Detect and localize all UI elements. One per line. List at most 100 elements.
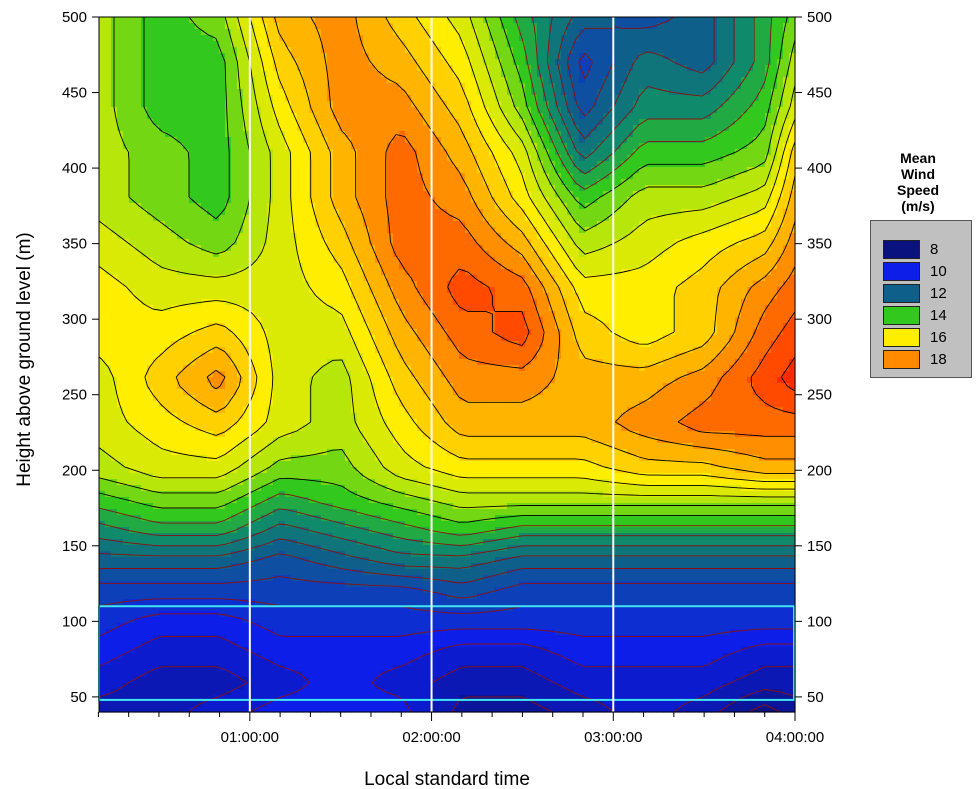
heatmap-cell [285, 479, 292, 486]
heatmap-cell [177, 479, 184, 486]
heatmap-cell [315, 107, 322, 114]
heatmap-cell [177, 461, 184, 468]
heatmap-cell [225, 389, 232, 396]
heatmap-cell [159, 329, 166, 336]
heatmap-cell [195, 449, 202, 456]
heatmap-cell [171, 179, 178, 186]
heatmap-cell [159, 221, 166, 228]
heatmap-cell [309, 275, 316, 282]
heatmap-cell [153, 221, 160, 228]
heatmap-cell [279, 647, 286, 654]
heatmap-cell [207, 149, 214, 156]
heatmap-cell [105, 647, 112, 654]
heatmap-cell [201, 371, 208, 378]
heatmap-cell [261, 497, 268, 504]
heatmap-cell [339, 575, 346, 582]
heatmap-cell [333, 77, 340, 84]
heatmap-cell [225, 527, 232, 534]
heatmap-cell [309, 689, 316, 696]
heatmap-cell [345, 191, 352, 198]
heatmap-cell [219, 431, 226, 438]
heatmap-cell [159, 353, 166, 360]
heatmap-cell [297, 53, 304, 60]
heatmap-cell [219, 263, 226, 270]
heatmap-cell [189, 371, 196, 378]
heatmap-cell [105, 527, 112, 534]
heatmap-cell [99, 257, 106, 264]
heatmap-cell [177, 53, 184, 60]
heatmap-cell [225, 17, 232, 24]
heatmap-cell [165, 575, 172, 582]
heatmap-cell [339, 65, 346, 72]
heatmap-cell [345, 263, 352, 270]
heatmap-cell [189, 647, 196, 654]
heatmap-cell [159, 443, 166, 450]
heatmap-cell [171, 533, 178, 540]
heatmap-cell [339, 149, 346, 156]
heatmap-cell [315, 581, 322, 588]
heatmap-cell [273, 485, 280, 492]
heatmap-cell [135, 659, 142, 666]
heatmap-cell [339, 197, 346, 204]
heatmap-cell [225, 365, 232, 372]
heatmap-cell [111, 341, 118, 348]
heatmap-cell [345, 221, 352, 228]
heatmap-cell [105, 155, 112, 162]
heatmap-cell [267, 635, 274, 642]
heatmap-cell [303, 701, 310, 708]
heatmap-cell [237, 413, 244, 420]
heatmap-cell [213, 185, 220, 192]
heatmap-cell [315, 599, 322, 606]
heatmap-cell [213, 89, 220, 96]
heatmap-cell [333, 203, 340, 210]
heatmap-cell [195, 587, 202, 594]
heatmap-cell [189, 23, 196, 30]
heatmap-cell [123, 563, 130, 570]
heatmap-cell [297, 251, 304, 258]
heatmap-cell [159, 563, 166, 570]
heatmap-cell [213, 131, 220, 138]
heatmap-cell [177, 533, 184, 540]
heatmap-cell [291, 83, 298, 90]
heatmap-cell [249, 653, 256, 660]
heatmap-cell [219, 539, 226, 546]
heatmap-cell [123, 173, 130, 180]
heatmap-cell [345, 563, 352, 570]
heatmap-cell [291, 29, 298, 36]
heatmap-cell [315, 665, 322, 672]
heatmap-cell [141, 557, 148, 564]
heatmap-cell [285, 311, 292, 318]
heatmap-cell [201, 95, 208, 102]
heatmap-cell [231, 365, 238, 372]
heatmap-cell [273, 23, 280, 30]
heatmap-cell [129, 449, 136, 456]
heatmap-cell [225, 293, 232, 300]
heatmap-cell [285, 149, 292, 156]
heatmap-cell [279, 317, 286, 324]
heatmap-cell [339, 437, 346, 444]
heatmap-cell [99, 341, 106, 348]
heatmap-cell [99, 323, 106, 330]
heatmap-cell [213, 173, 220, 180]
heatmap-cell [321, 689, 328, 696]
heatmap-cell [351, 539, 358, 546]
heatmap-cell [195, 239, 202, 246]
heatmap-cell [345, 299, 352, 306]
heatmap-cell [249, 539, 256, 546]
heatmap-cell [273, 29, 280, 36]
heatmap-cell [273, 467, 280, 474]
heatmap-cell [207, 449, 214, 456]
heatmap-cell [201, 305, 208, 312]
heatmap-cell [201, 683, 208, 690]
heatmap-cell [147, 629, 154, 636]
heatmap-cell [177, 593, 184, 600]
heatmap-cell [219, 437, 226, 444]
heatmap-cell [297, 581, 304, 588]
heatmap-cell [249, 413, 256, 420]
heatmap-cell [345, 695, 352, 702]
heatmap-cell [123, 635, 130, 642]
heatmap-cell [285, 581, 292, 588]
heatmap-cell [327, 29, 334, 36]
heatmap-cell [237, 617, 244, 624]
heatmap-cell [135, 701, 142, 708]
